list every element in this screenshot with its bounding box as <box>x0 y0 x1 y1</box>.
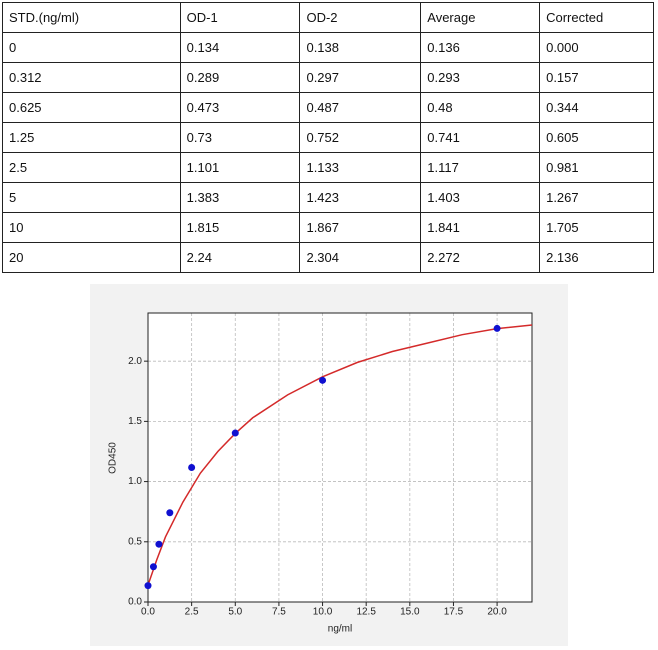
x-tick-label: 2.5 <box>185 607 199 618</box>
y-tick-label: 0.5 <box>128 536 142 547</box>
table-cell: Corrected <box>539 2 654 33</box>
table-cell: 2.24 <box>179 242 301 273</box>
plot-area <box>148 313 532 602</box>
x-tick-label: 15.0 <box>400 607 420 618</box>
data-point <box>493 324 501 332</box>
data-point <box>166 509 174 517</box>
data-point <box>231 429 239 437</box>
table-cell: 1.867 <box>299 212 422 243</box>
table-cell: 0.134 <box>179 32 301 63</box>
x-tick-label: 17.5 <box>444 607 464 618</box>
table-row: 5 1.383 1.423 1.403 1.267 <box>2 182 654 213</box>
table-row: 0.625 0.473 0.487 0.48 0.344 <box>2 92 654 123</box>
data-table: STD.(ng/ml) OD-1 OD-2 Average Corrected 0 0.13… <box>2 2 654 273</box>
x-axis-label: ng/ml <box>328 624 352 635</box>
table-cell: 0.138 <box>299 32 422 63</box>
table-cell: 0.48 <box>420 92 541 123</box>
data-point <box>144 582 152 590</box>
table-cell: 5 <box>2 182 181 213</box>
x-tick-label: 10.0 <box>313 607 333 618</box>
table-cell: 0.625 <box>2 92 181 123</box>
table-cell: 0.981 <box>539 152 654 183</box>
table-cell: 0.487 <box>299 92 422 123</box>
x-tick-label: 20.0 <box>487 607 507 618</box>
data-point <box>149 563 157 571</box>
table-cell: 0.293 <box>420 62 541 93</box>
y-tick-label: 2.0 <box>128 356 142 367</box>
table-cell: 0.741 <box>420 122 541 153</box>
table-cell: STD.(ng/ml) <box>2 2 181 33</box>
table-cell: 1.705 <box>539 212 654 243</box>
y-tick-label: 0.0 <box>128 597 142 608</box>
table-cell: 2.272 <box>420 242 541 273</box>
table-cell: 1.117 <box>420 152 541 183</box>
x-tick-label: 0.0 <box>141 607 155 618</box>
header-row: STD.(ng/ml) OD-1 OD-2 Average Corrected <box>2 2 654 33</box>
y-tick-label: 1.5 <box>128 416 142 427</box>
table-cell: 0.73 <box>179 122 301 153</box>
x-tick-label: 5.0 <box>228 607 242 618</box>
data-point <box>188 463 196 471</box>
table-cell: 1.101 <box>179 152 301 183</box>
data-point <box>155 540 163 548</box>
x-tick-label: 7.5 <box>272 607 286 618</box>
table-cell: 2.136 <box>539 242 654 273</box>
table-cell: 2.304 <box>299 242 422 273</box>
table-cell: 1.403 <box>420 182 541 213</box>
table-row: 10 1.815 1.867 1.841 1.705 <box>2 212 654 243</box>
table-cell: 20 <box>2 242 181 273</box>
table-row: 0 0.134 0.138 0.136 0.000 <box>2 32 654 63</box>
plot-frame <box>147 312 533 603</box>
y-tick-label: 1.0 <box>128 476 142 487</box>
table-cell: Average <box>420 2 541 33</box>
table-cell: OD-1 <box>179 2 301 33</box>
table-body: STD.(ng/ml) OD-1 OD-2 Average Corrected 0 0.13… <box>2 2 654 273</box>
y-axis-label: OD450 <box>108 442 119 474</box>
data-point <box>319 376 327 384</box>
fit-curve <box>147 324 533 586</box>
x-tick-label: 12.5 <box>356 607 376 618</box>
table-cell: 0.297 <box>299 62 422 93</box>
table-row: 20 2.24 2.304 2.272 2.136 <box>2 242 654 273</box>
